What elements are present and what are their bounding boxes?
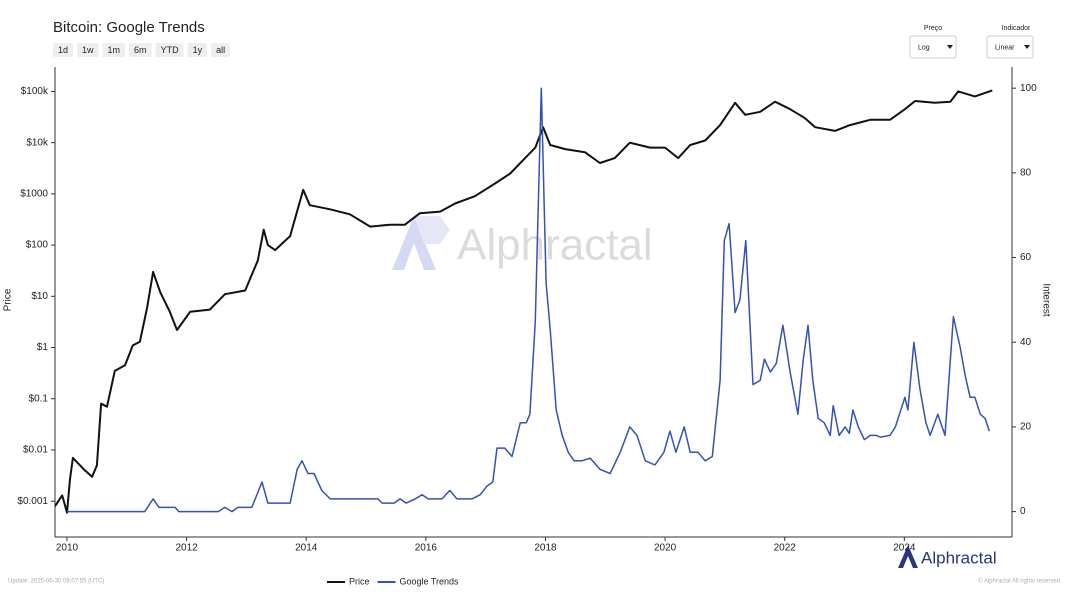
range-button-label[interactable]: 6m <box>134 45 147 55</box>
y-tick-label: $0.001 <box>17 496 48 507</box>
range-button-label[interactable]: 1m <box>108 45 121 55</box>
watermark-logo <box>392 216 436 270</box>
y2-tick-label: 100 <box>1020 83 1037 94</box>
x-tick-label: 2014 <box>295 543 318 554</box>
y-tick-label: $100k <box>21 86 49 97</box>
range-button-label[interactable]: all <box>216 45 225 55</box>
y-tick-label: $10k <box>26 137 49 148</box>
range-button-bg[interactable] <box>155 43 184 57</box>
y-tick-label: $1000 <box>20 189 48 200</box>
range-button[interactable]: 1m <box>102 43 126 57</box>
legend-label: Google Trends <box>400 576 460 586</box>
dropdown[interactable]: Log <box>909 35 957 59</box>
range-button-label[interactable]: YTD <box>161 45 180 55</box>
range-button-label[interactable]: 1y <box>193 45 203 55</box>
dropdown-box[interactable] <box>909 35 957 59</box>
range-button[interactable]: 1w <box>77 43 99 57</box>
range-button[interactable]: 6m <box>129 43 152 57</box>
watermark-logo <box>414 216 450 244</box>
logo: Alphractal <box>898 545 997 568</box>
dropdown[interactable]: Linear <box>986 35 1034 59</box>
y-tick-label: $100 <box>26 240 49 251</box>
y2-axis-label: Interest <box>1040 283 1051 317</box>
watermark: Alphractal <box>392 216 653 270</box>
range-button-bg[interactable] <box>53 43 74 57</box>
y2-tick-label: 80 <box>1020 167 1032 178</box>
y2-tick-label: 40 <box>1020 337 1032 348</box>
y-tick-label: $0.1 <box>29 393 49 404</box>
y2-tick-label: 20 <box>1020 422 1032 433</box>
range-button[interactable]: 1y <box>187 43 208 57</box>
range-button-bg[interactable] <box>211 43 231 57</box>
x-tick-label: 2022 <box>774 543 797 554</box>
range-button-bg[interactable] <box>187 43 208 57</box>
x-tick-label: 2010 <box>56 543 79 554</box>
chart-title: Bitcoin: Google Trends <box>53 19 205 36</box>
range-button-label[interactable]: 1w <box>82 45 94 55</box>
logo-text: Alphractal <box>921 548 997 567</box>
y2-tick-label: 60 <box>1020 252 1032 263</box>
x-tick-label: 2018 <box>534 543 557 554</box>
range-button-bg[interactable] <box>129 43 152 57</box>
range-button[interactable]: 1d <box>53 43 74 57</box>
dropdown-arrow[interactable] <box>1024 45 1030 49</box>
range-button-bg[interactable] <box>102 43 126 57</box>
dropdown-value[interactable]: Linear <box>995 44 1015 51</box>
dropdown-box[interactable] <box>986 35 1034 59</box>
x-tick-label: 2012 <box>175 543 198 554</box>
dropdown-label: Indicador <box>1002 25 1031 32</box>
range-button-label[interactable]: 1d <box>58 45 68 55</box>
y-tick-label: $1 <box>37 342 49 353</box>
y-tick-label: $10 <box>31 291 48 302</box>
dropdown-label: Preço <box>924 25 942 32</box>
update-time: Update: 2025-06-30 08:07:55 (UTC) <box>8 579 104 585</box>
range-button[interactable]: YTD <box>155 43 184 57</box>
copyright: © Alphractal All rights reserved <box>978 578 1060 585</box>
dropdown-value[interactable]: Log <box>918 44 930 51</box>
watermark-text: Alphractal <box>457 221 653 270</box>
y2-tick-label: 0 <box>1020 506 1026 517</box>
logo-mark <box>898 545 918 568</box>
dropdown-arrow[interactable] <box>947 45 953 49</box>
y-tick-label: $0.01 <box>23 445 48 456</box>
range-button-bg[interactable] <box>77 43 99 57</box>
series-line <box>67 87 991 513</box>
range-button[interactable]: all <box>211 43 231 57</box>
x-tick-label: 2016 <box>415 543 438 554</box>
x-tick-label: 2020 <box>654 543 677 554</box>
series-line <box>55 89 993 514</box>
legend-label: Price <box>349 576 370 586</box>
y-axis-label: Price <box>3 288 14 311</box>
x-tick-label: 2024 <box>893 543 916 554</box>
